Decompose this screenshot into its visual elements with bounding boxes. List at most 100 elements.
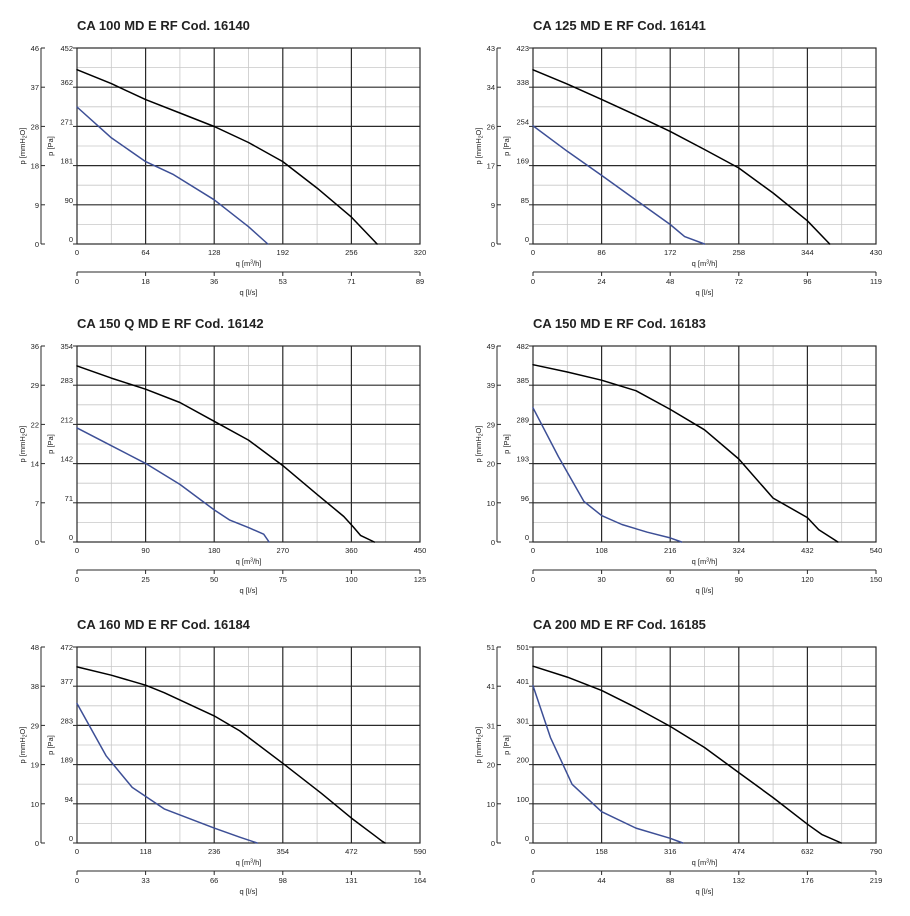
pa-tick-label: 94 — [65, 795, 73, 804]
m3h-tick-label: 236 — [208, 847, 221, 856]
pa-tick-label: 283 — [60, 716, 73, 725]
xlabel-m3h: q [m3/h] — [236, 557, 262, 566]
pa-tick-label: 385 — [516, 376, 529, 385]
mmh2o-tick-label: 36 — [31, 342, 39, 351]
ls-tick-label: 100 — [345, 575, 358, 584]
m3h-tick-label: 86 — [597, 248, 605, 257]
pa-tick-label: 271 — [60, 117, 73, 126]
mmh2o-tick-label: 20 — [487, 761, 495, 770]
ylabel-pa: p [Pa] — [502, 735, 511, 755]
mmh2o-tick-label: 37 — [31, 83, 39, 92]
ls-tick-label: 0 — [75, 277, 79, 286]
pa-tick-label: 0 — [525, 235, 529, 244]
plot-frame — [532, 345, 877, 543]
mmh2o-tick-label: 0 — [35, 839, 39, 848]
mmh2o-tick-label: 18 — [31, 162, 39, 171]
mmh2o-tick-label: 10 — [31, 800, 39, 809]
performance-curve-min — [532, 125, 706, 245]
mmh2o-tick-label: 19 — [31, 761, 39, 770]
mmh2o-tick-label: 0 — [491, 240, 495, 249]
pa-tick-label: 189 — [60, 756, 73, 765]
m3h-tick-label: 790 — [870, 847, 883, 856]
pa-tick-label: 452 — [60, 44, 73, 53]
chart-panel: CA 150 Q MD E RF Cod. 161423542832121427… — [18, 316, 426, 595]
ls-tick-label: 30 — [597, 575, 605, 584]
ylabel-pa: p [Pa] — [46, 735, 55, 755]
pa-tick-label: 254 — [516, 117, 529, 126]
m3h-tick-label: 258 — [733, 248, 746, 257]
ls-tick-label: 72 — [735, 277, 743, 286]
pa-tick-label: 472 — [60, 643, 73, 652]
ls-tick-label: 71 — [347, 277, 355, 286]
mmh2o-tick-label: 29 — [31, 381, 39, 390]
ls-tick-label: 125 — [414, 575, 427, 584]
mmh2o-tick-label: 41 — [487, 682, 495, 691]
ls-tick-label: 66 — [210, 876, 218, 885]
chart-title: CA 200 MD E RF Cod. 16185 — [533, 617, 706, 632]
ls-tick-label: 150 — [870, 575, 883, 584]
ls-tick-label: 119 — [870, 277, 882, 286]
ls-tick-label: 36 — [210, 277, 218, 286]
mmh2o-tick-label: 28 — [31, 122, 39, 131]
m3h-tick-label: 108 — [595, 546, 608, 555]
m3h-tick-label: 192 — [277, 248, 290, 257]
pa-tick-label: 283 — [60, 376, 73, 385]
ls-tick-label: 33 — [141, 876, 149, 885]
pa-tick-label: 354 — [60, 342, 73, 351]
m3h-tick-label: 0 — [75, 546, 79, 555]
mmh2o-tick-label: 10 — [487, 800, 495, 809]
m3h-tick-label: 0 — [531, 248, 535, 257]
mmh2o-tick-label: 39 — [487, 381, 495, 390]
ls-tick-label: 90 — [735, 575, 743, 584]
m3h-tick-label: 128 — [208, 248, 221, 257]
ls-tick-label: 24 — [597, 277, 605, 286]
ls-tick-label: 0 — [531, 876, 535, 885]
mmh2o-tick-label: 17 — [487, 162, 495, 171]
chart-panel: CA 100 MD E RF Cod. 16140452362271181900… — [18, 18, 426, 297]
ls-tick-label: 25 — [141, 575, 149, 584]
ls-tick-label: 176 — [801, 876, 814, 885]
chart-panel: CA 200 MD E RF Cod. 16185501401301200100… — [474, 617, 882, 896]
m3h-tick-label: 324 — [733, 546, 746, 555]
m3h-tick-label: 118 — [140, 847, 152, 856]
pa-tick-label: 193 — [516, 455, 529, 464]
mmh2o-tick-label: 43 — [487, 44, 495, 53]
plot-frame — [532, 646, 877, 844]
ylabel-mmh2o: p [mmH2O] — [474, 727, 485, 764]
ls-tick-label: 219 — [870, 876, 883, 885]
ls-tick-label: 89 — [416, 277, 424, 286]
xlabel-ls: q [l/s] — [240, 887, 258, 896]
ls-tick-label: 88 — [666, 876, 674, 885]
performance-curve-min — [76, 702, 258, 844]
mmh2o-tick-label: 10 — [487, 499, 495, 508]
plot-frame — [76, 646, 421, 844]
pa-tick-label: 0 — [69, 235, 73, 244]
ls-tick-label: 164 — [414, 876, 427, 885]
mmh2o-tick-label: 29 — [31, 721, 39, 730]
ylabel-mmh2o: p [mmH2O] — [18, 727, 29, 764]
m3h-tick-label: 632 — [801, 847, 814, 856]
ls-tick-label: 53 — [279, 277, 287, 286]
pa-tick-label: 90 — [65, 196, 73, 205]
ylabel-mmh2o: p [mmH2O] — [474, 426, 485, 463]
ls-tick-label: 98 — [279, 876, 287, 885]
m3h-tick-label: 172 — [664, 248, 677, 257]
plot-frame — [76, 345, 421, 543]
m3h-tick-label: 256 — [345, 248, 358, 257]
pa-tick-label: 362 — [60, 78, 73, 87]
m3h-tick-label: 0 — [531, 847, 535, 856]
xlabel-m3h: q [m3/h] — [692, 259, 718, 268]
m3h-tick-label: 0 — [531, 546, 535, 555]
chart-title: CA 150 Q MD E RF Cod. 16142 — [77, 316, 264, 331]
mmh2o-tick-label: 9 — [35, 201, 39, 210]
xlabel-ls: q [l/s] — [240, 288, 258, 297]
pa-tick-label: 212 — [60, 415, 73, 424]
ls-tick-label: 0 — [75, 575, 79, 584]
m3h-tick-label: 90 — [141, 546, 149, 555]
m3h-tick-label: 432 — [801, 546, 814, 555]
ls-tick-label: 132 — [733, 876, 746, 885]
pa-tick-label: 71 — [65, 494, 73, 503]
ylabel-mmh2o: p [mmH2O] — [474, 128, 485, 165]
chart-title: CA 150 MD E RF Cod. 16183 — [533, 316, 706, 331]
